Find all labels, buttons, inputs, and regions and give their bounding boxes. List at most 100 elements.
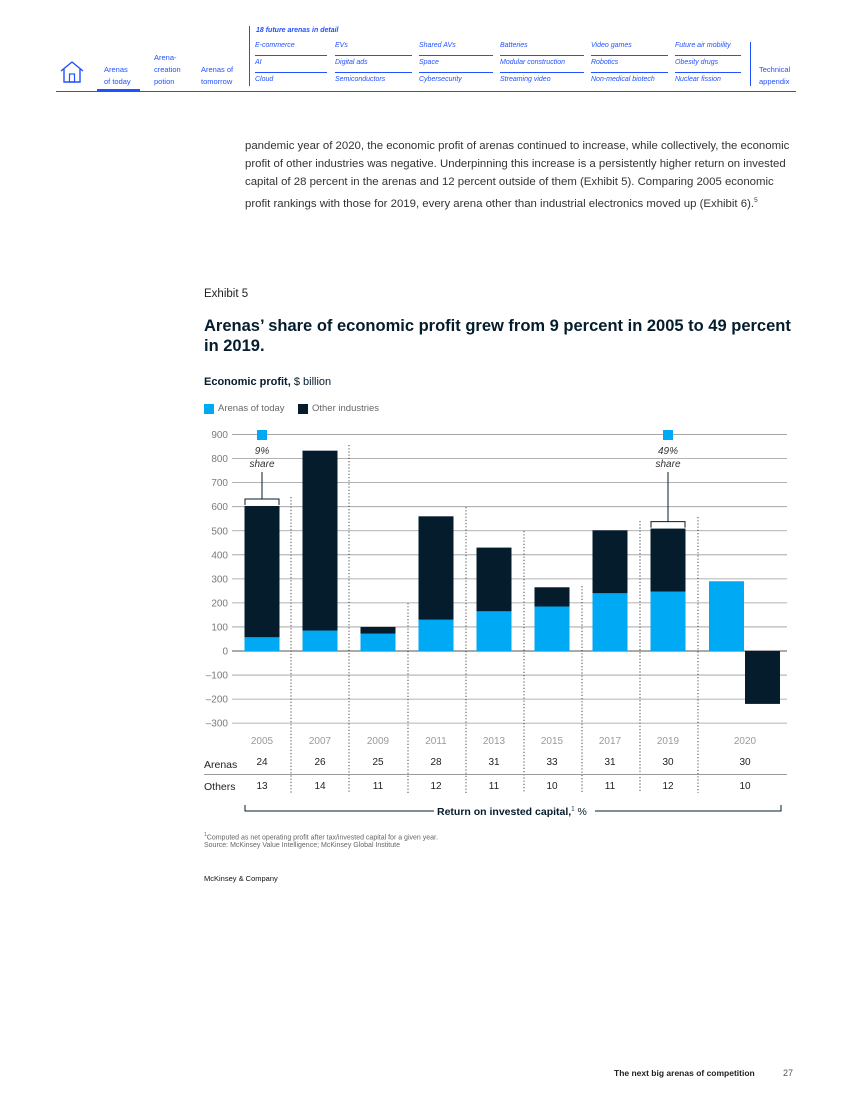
arena-divider xyxy=(500,72,584,73)
arena-link[interactable]: Nuclear fission xyxy=(675,76,721,83)
arena-divider xyxy=(591,72,668,73)
home-icon[interactable] xyxy=(58,58,86,86)
arena-link[interactable]: Space xyxy=(419,59,439,66)
exhibit-label: Exhibit 5 xyxy=(204,288,249,300)
arena-divider xyxy=(255,55,327,56)
nav-label-line: Technical xyxy=(759,65,791,74)
arena-link[interactable]: Batteries xyxy=(500,42,528,49)
y-tick-label: 100 xyxy=(211,622,228,633)
share-marker xyxy=(257,430,267,440)
roic-value: 31 xyxy=(604,757,616,768)
roic-row-divider xyxy=(204,774,787,775)
legend-label-other: Other industries xyxy=(312,403,380,414)
nav-baseline xyxy=(56,91,796,92)
bar-other xyxy=(745,651,780,704)
arena-link[interactable]: Semiconductors xyxy=(335,76,386,83)
arena-link[interactable]: Cybersecurity xyxy=(419,76,462,83)
arena-link[interactable]: E-commerce xyxy=(255,42,295,49)
arena-divider xyxy=(255,72,327,73)
arena-link[interactable]: Modular construction xyxy=(500,59,565,66)
bar-other xyxy=(244,505,280,638)
nav-arenas-of-tomorrow[interactable]: Arenas of tomorrow xyxy=(201,64,233,88)
y-tick-label: 400 xyxy=(211,550,228,561)
arena-link[interactable]: AI xyxy=(255,59,262,66)
nav-label-line: Arenas xyxy=(104,65,128,74)
arena-link[interactable]: Future air mobility xyxy=(675,42,731,49)
footnote-ref: 5 xyxy=(754,196,758,204)
arena-divider xyxy=(591,55,668,56)
bar-arenas xyxy=(302,630,338,651)
body-text: pandemic year of 2020, the economic prof… xyxy=(245,140,790,210)
y-axis-title-bold: Economic profit, xyxy=(204,376,291,388)
nav-label-line: of today xyxy=(104,77,131,86)
arena-divider xyxy=(335,55,412,56)
share-value: 9% xyxy=(255,446,270,457)
arena-link[interactable]: Shared AVs xyxy=(419,42,456,49)
page-number: 27 xyxy=(783,1068,794,1078)
roic-value: 33 xyxy=(546,757,558,768)
footnote-1-ref: 1 xyxy=(204,832,207,838)
roic-value: 25 xyxy=(372,757,384,768)
y-tick-label: –100 xyxy=(206,671,229,682)
y-axis-unit: $ billion xyxy=(290,376,332,388)
nav-arena-creation-potion[interactable]: Arena- creation potion xyxy=(154,52,181,88)
bar-other xyxy=(360,626,396,634)
arena-link[interactable]: Obesity drugs xyxy=(675,59,719,66)
arena-link[interactable]: Digital ads xyxy=(335,59,368,66)
bar-other xyxy=(418,516,454,620)
legend-item-arenas: Arenas of today xyxy=(204,403,285,414)
y-tick-label: 200 xyxy=(211,598,228,609)
arena-link[interactable]: Non-medical biotech xyxy=(591,76,655,83)
nav-label-line: Arena- xyxy=(154,53,177,62)
exhibit-title: Arenas’ share of economic profit grew fr… xyxy=(204,317,791,355)
roic-value: 10 xyxy=(739,781,751,792)
x-tick-label: 2020 xyxy=(734,736,757,747)
nav-label-line: potion xyxy=(154,77,175,86)
nav-technical-appendix[interactable]: Technical appendix xyxy=(759,64,790,88)
roic-row-label-arenas: Arenas xyxy=(204,759,238,771)
y-tick-label: 900 xyxy=(211,430,228,441)
x-tick-label: 2015 xyxy=(541,736,564,747)
arena-divider xyxy=(335,72,412,73)
x-tick-label: 2009 xyxy=(367,736,390,747)
arenas-heading: 18 future arenas in detail xyxy=(256,27,339,34)
arena-link[interactable]: Robotics xyxy=(591,59,619,66)
nav-arenas-of-today[interactable]: Arenas of today xyxy=(104,64,131,88)
x-tick-label: 2013 xyxy=(483,736,506,747)
legend-item-other: Other industries xyxy=(298,403,379,414)
arena-divider xyxy=(419,55,493,56)
roic-caption-bold: Return on invested capital, xyxy=(437,806,572,818)
y-tick-label: 600 xyxy=(211,502,228,513)
arena-link[interactable]: EVs xyxy=(335,42,348,49)
y-tick-label: 300 xyxy=(211,574,228,585)
roic-value: 13 xyxy=(256,781,268,792)
roic-caption: Return on invested capital,1 % xyxy=(437,806,587,818)
arena-link[interactable]: Cloud xyxy=(255,76,274,83)
arena-divider xyxy=(675,55,741,56)
bar-other xyxy=(650,528,686,592)
share-marker xyxy=(663,430,673,440)
x-tick-label: 2005 xyxy=(251,736,274,747)
share-bracket xyxy=(650,521,686,528)
arena-link[interactable]: Streaming video xyxy=(500,76,551,83)
arena-divider xyxy=(419,72,493,73)
y-axis-title: Economic profit, $ billion xyxy=(204,376,331,388)
roic-value: 31 xyxy=(488,757,500,768)
y-tick-label: –200 xyxy=(206,695,229,706)
arenas-divider xyxy=(249,26,250,86)
arena-link[interactable]: Video games xyxy=(591,42,632,49)
top-navigation: Arenas of today Arena- creation potion A… xyxy=(0,0,850,100)
footnote-1: 1Computed as net operating profit after … xyxy=(204,832,438,841)
roic-row-label-others: Others xyxy=(204,781,236,793)
roic-caption-unit: % xyxy=(574,806,587,818)
bar-other xyxy=(592,530,628,594)
y-tick-label: 0 xyxy=(222,647,228,658)
roic-value: 30 xyxy=(662,757,674,768)
roic-value: 30 xyxy=(739,757,751,768)
brand-name: McKinsey & Company xyxy=(204,874,278,883)
y-tick-label: 700 xyxy=(211,478,228,489)
roic-value: 11 xyxy=(372,781,384,792)
bar-arenas xyxy=(534,606,570,651)
bar-arenas xyxy=(592,593,628,651)
